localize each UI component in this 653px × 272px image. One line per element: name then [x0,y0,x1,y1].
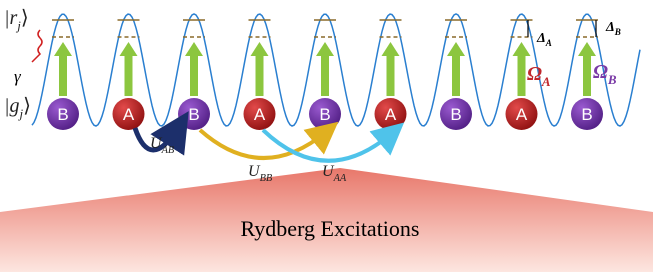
label-sub: A [541,74,551,89]
label: ΔA [536,31,552,48]
diagram: Rydberg Excitations BABABABAB |rj⟩|gj⟩γU… [0,0,653,272]
label-sub: B [607,72,617,87]
label: |rj⟩ [4,7,29,33]
laser-arrow [316,42,334,96]
decay-label: γ [14,67,22,86]
label: ΔB [605,20,621,37]
label: ΩB [593,61,617,87]
laser-arrow [120,42,138,96]
laser-arrow [185,42,203,96]
label-close: ⟩ [23,95,31,117]
atom-label: A [516,105,528,124]
atom-label: B [188,105,199,124]
laser-arrow [54,42,72,96]
label-sub: B [614,27,621,37]
label-sub: A [545,38,552,48]
label-base: |r [4,7,17,29]
label-base: Δ [605,20,615,35]
label-sub: AA [333,173,347,184]
laser-arrow [447,42,465,96]
label-sub: BB [260,173,273,184]
atom-label: B [319,105,330,124]
footer: Rydberg Excitations [241,216,420,241]
atom-label: B [57,105,68,124]
label-base: Ω [593,61,608,83]
label: |gj⟩ [4,95,31,121]
atom-label: A [254,105,266,124]
laser-arrow [382,42,400,96]
atom-label: B [450,105,461,124]
atom-label: B [581,105,592,124]
atom-label: A [123,105,135,124]
label-close: ⟩ [21,7,29,29]
arrow [200,130,326,158]
label-base: |g [4,95,20,117]
laser-arrow [251,42,269,96]
label-base: Ω [527,63,542,85]
label-base: Δ [536,31,546,46]
decay-arrow [32,30,42,62]
label-sub: AB [161,145,175,156]
label: ΩA [527,63,551,89]
atom-label: A [385,105,397,124]
